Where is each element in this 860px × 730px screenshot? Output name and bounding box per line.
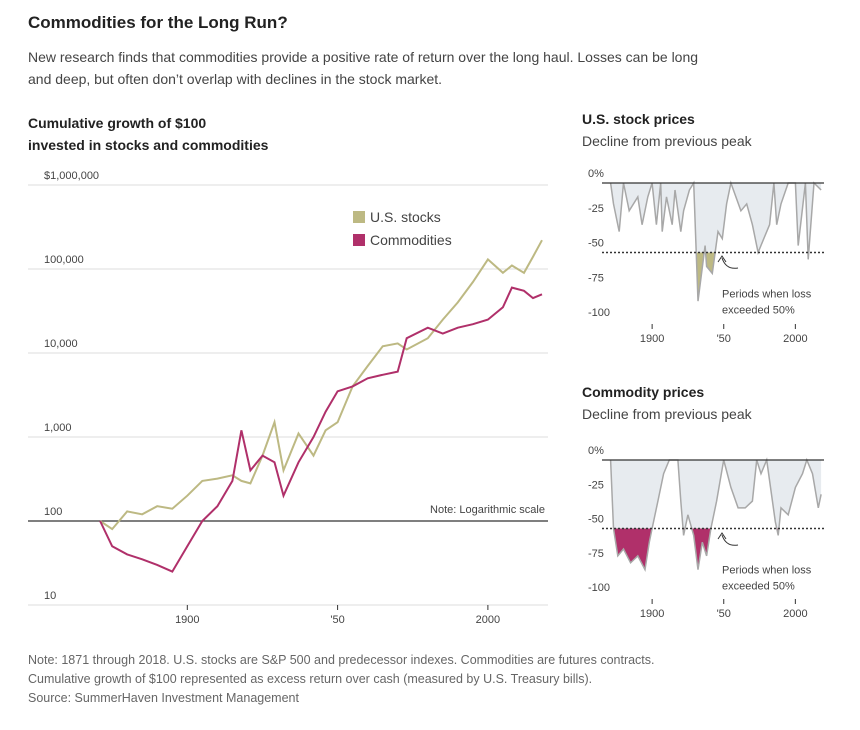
area-highlight bbox=[613, 528, 779, 570]
x-tick-label: '50 bbox=[717, 608, 731, 620]
y-tick-label: 10,000 bbox=[44, 338, 78, 350]
x-tick-label: 1900 bbox=[640, 608, 664, 620]
arrow bbox=[721, 257, 739, 269]
y-tick-label: 0% bbox=[588, 445, 604, 457]
chart-title: Commodity prices bbox=[582, 384, 704, 400]
x-tick-label: '50 bbox=[330, 614, 344, 626]
y-tick-label: 1,000 bbox=[44, 422, 72, 434]
y-tick-label: -25 bbox=[588, 203, 604, 215]
chart-title: U.S. stock prices bbox=[582, 111, 695, 127]
y-tick-label: 100 bbox=[44, 506, 62, 518]
x-tick-label: 2000 bbox=[476, 614, 500, 626]
area-highlight bbox=[696, 252, 809, 302]
annotation: Periods when loss bbox=[722, 565, 812, 577]
chart-title: invested in stocks and commodities bbox=[28, 137, 269, 153]
note: Note: 1871 through 2018. U.S. stocks are… bbox=[28, 653, 655, 667]
y-tick-label: $1,000,000 bbox=[44, 170, 99, 182]
y-tick-label: 100,000 bbox=[44, 254, 84, 266]
annotation: exceeded 50% bbox=[722, 305, 795, 317]
y-tick-label: 10 bbox=[44, 590, 56, 602]
x-tick-label: 1900 bbox=[640, 333, 664, 345]
line bbox=[99, 239, 543, 531]
y-tick-label: -75 bbox=[588, 548, 604, 560]
x-tick-label: 2000 bbox=[783, 608, 807, 620]
legend-swatch bbox=[353, 211, 365, 223]
arrow bbox=[717, 255, 727, 263]
y-tick-label: -100 bbox=[588, 307, 610, 319]
annotation: Periods when loss bbox=[722, 289, 812, 301]
y-tick-label: -50 bbox=[588, 514, 604, 526]
annotation: exceeded 50% bbox=[722, 581, 795, 593]
legend-swatch bbox=[353, 234, 365, 246]
annotation: Note: Logarithmic scale bbox=[430, 504, 545, 516]
arrow bbox=[717, 532, 727, 540]
y-tick-label: -100 bbox=[588, 582, 610, 594]
chart-title: Cumulative growth of $100 bbox=[28, 115, 206, 131]
y-tick-label: -25 bbox=[588, 479, 604, 491]
y-tick-label: -75 bbox=[588, 272, 604, 284]
page-title: Commodities for the Long Run? bbox=[28, 13, 288, 32]
legend-label: U.S. stocks bbox=[370, 209, 441, 225]
line bbox=[99, 286, 543, 573]
line bbox=[609, 457, 822, 572]
x-tick-label: 2000 bbox=[783, 333, 807, 345]
y-tick-label: -50 bbox=[588, 238, 604, 250]
note: Cumulative growth of $100 represented as… bbox=[28, 672, 592, 686]
arrow bbox=[721, 534, 739, 546]
chart-subtitle: Decline from previous peak bbox=[582, 133, 753, 149]
subtitle: New research finds that commodities prov… bbox=[28, 49, 698, 65]
x-tick-label: '50 bbox=[717, 333, 731, 345]
x-tick-label: 1900 bbox=[175, 614, 199, 626]
line bbox=[609, 180, 822, 302]
y-tick-label: 0% bbox=[588, 168, 604, 180]
legend-label: Commodities bbox=[370, 232, 452, 248]
subtitle: and deep, but often don’t overlap with d… bbox=[28, 71, 442, 87]
note: Source: SummerHaven Investment Managemen… bbox=[28, 691, 299, 705]
chart-subtitle: Decline from previous peak bbox=[582, 406, 753, 422]
